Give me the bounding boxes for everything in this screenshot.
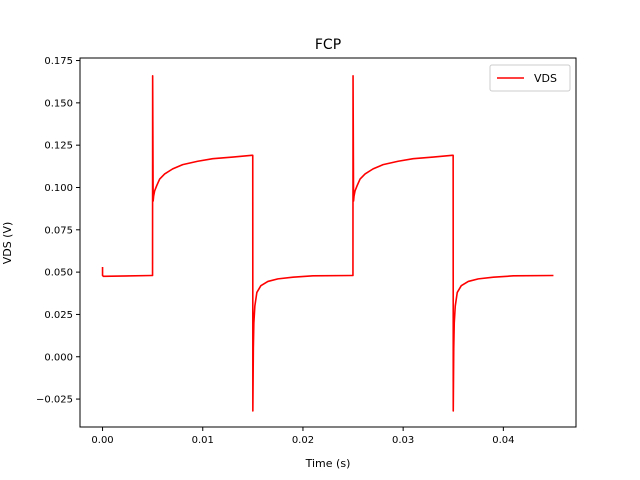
y-tick-label: 0.025 <box>44 310 73 321</box>
y-tick-label: 0.175 <box>44 56 73 67</box>
y-axis: −0.025 0.000 0.025 0.050 0.075 0.100 0.125 0.15… <box>36 56 80 406</box>
y-axis-label: VDS (V) <box>1 222 14 265</box>
x-tick-label: 0.04 <box>492 435 514 446</box>
legend: VDS <box>489 64 571 92</box>
x-tick-label: 0.02 <box>292 435 314 446</box>
axes-frame <box>79 57 577 428</box>
y-tick-label: 0.150 <box>44 98 73 109</box>
y-tick-label: 0.000 <box>44 352 73 363</box>
legend-label-vds: VDS <box>534 72 557 85</box>
y-tick-label: 0.075 <box>44 225 73 236</box>
x-tick-label: 0.03 <box>392 435 414 446</box>
y-tick-label: 0.050 <box>44 268 73 279</box>
x-tick-label: 0.00 <box>91 435 113 446</box>
plot-area <box>101 74 554 412</box>
chart-title: FCP <box>315 37 341 53</box>
x-axis: 0.00 0.01 0.02 0.03 0.04 <box>91 427 514 446</box>
legend-box <box>489 64 571 92</box>
y-tick-label: 0.100 <box>44 183 73 194</box>
x-axis-label: Time (s) <box>305 457 351 470</box>
y-tick-label: 0.125 <box>44 141 73 152</box>
y-tick-label: −0.025 <box>36 395 73 406</box>
series-line-vds <box>101 74 554 412</box>
x-tick-label: 0.01 <box>192 435 214 446</box>
